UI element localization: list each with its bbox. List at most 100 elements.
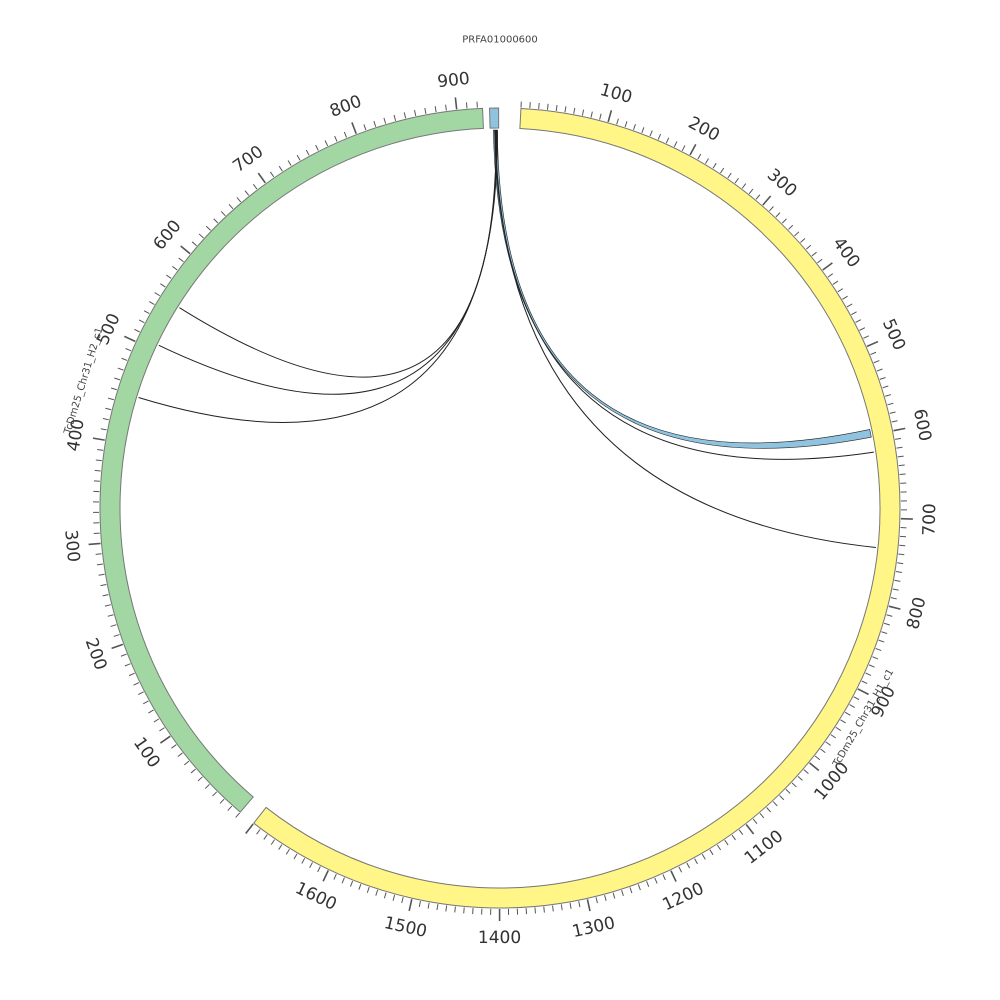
segment-band-h2 — [99, 107, 484, 813]
minor-tick — [104, 604, 111, 607]
minor-tick — [665, 137, 670, 144]
minor-tick — [830, 734, 837, 739]
minor-tick — [876, 368, 883, 372]
minor-tick — [102, 594, 109, 597]
major-tick — [111, 643, 124, 650]
minor-tick — [849, 704, 855, 708]
major-tick — [124, 335, 136, 343]
minor-tick — [573, 107, 576, 114]
minor-tick — [748, 188, 754, 195]
minor-tick — [595, 897, 598, 904]
minor-tick — [800, 238, 806, 243]
major-tick — [408, 899, 413, 912]
segment-label-prfa: PRFA01000600 — [462, 35, 538, 46]
tick-label-h1: 1300 — [570, 913, 617, 942]
minor-tick — [285, 848, 290, 855]
tick-label-h1: 1200 — [659, 879, 707, 916]
major-tick — [88, 542, 101, 546]
tick-label-h1: 400 — [828, 234, 863, 272]
segment-band-h1 — [253, 108, 901, 909]
minor-tick — [637, 884, 641, 891]
minor-tick — [720, 167, 725, 174]
minor-tick — [309, 862, 313, 868]
minor-tick — [138, 691, 144, 696]
minor-tick — [766, 807, 771, 813]
minor-tick — [894, 579, 901, 582]
minor-tick — [256, 829, 261, 835]
minor-tick — [865, 672, 872, 676]
tick-label-h1: 200 — [685, 113, 723, 146]
minor-tick — [552, 905, 554, 912]
minor-tick — [870, 351, 877, 356]
tick-label-h1: 1400 — [478, 928, 521, 948]
minor-tick — [896, 446, 903, 449]
major-tick — [351, 122, 357, 134]
minor-tick — [649, 130, 653, 137]
minor-tick — [183, 760, 190, 766]
label-layer: TcDm25_Chr31_H1_c1TcDm25_Chr31_H2_c1PRFA… — [62, 35, 896, 770]
minor-tick — [363, 124, 367, 131]
minor-tick — [875, 647, 882, 652]
minor-tick — [341, 877, 345, 884]
tick-label-h2: 200 — [81, 636, 111, 673]
minor-tick — [100, 583, 107, 587]
minor-tick — [538, 102, 540, 109]
minor-tick — [427, 902, 430, 909]
minor-tick — [424, 107, 427, 114]
minor-tick — [244, 190, 250, 196]
minor-tick — [96, 563, 104, 566]
minor-tick — [899, 544, 906, 547]
major-tick — [586, 899, 591, 912]
major-tick — [92, 437, 105, 441]
tick-label-h1: 100 — [598, 80, 635, 108]
minor-tick — [105, 407, 112, 411]
minor-tick — [772, 801, 778, 807]
minor-tick — [734, 177, 739, 184]
minor-tick — [436, 904, 439, 911]
minor-tick — [401, 897, 404, 904]
minor-tick — [160, 283, 166, 288]
minor-tick — [678, 866, 683, 873]
minor-tick — [844, 711, 851, 716]
minor-tick — [604, 894, 607, 902]
minor-tick — [805, 244, 812, 250]
link-prfa-h1-b — [494, 130, 876, 549]
minor-tick — [873, 360, 880, 364]
minor-tick — [228, 204, 234, 210]
minor-tick — [270, 839, 275, 845]
tick-label-h1: 1600 — [292, 878, 340, 915]
minor-tick — [555, 104, 558, 112]
minor-tick — [599, 113, 602, 120]
minor-tick — [107, 614, 114, 617]
minor-tick — [138, 319, 145, 324]
minor-tick — [741, 183, 747, 189]
minor-tick — [654, 877, 658, 884]
minor-tick — [172, 266, 178, 271]
tick-label-h1: 600 — [909, 407, 935, 443]
minor-tick — [95, 459, 102, 462]
major-tick — [180, 245, 191, 255]
link-ribbon-prfa-h1 — [493, 129, 872, 449]
minor-tick — [897, 455, 904, 458]
minor-tick — [107, 397, 115, 401]
minor-tick — [212, 791, 218, 797]
minor-tick — [681, 145, 686, 152]
minor-tick — [895, 571, 902, 573]
minor-tick — [454, 906, 456, 913]
minor-tick — [153, 718, 160, 723]
minor-tick — [334, 135, 338, 142]
minor-tick — [632, 124, 636, 131]
minor-tick — [752, 818, 758, 824]
tick-label-h2: 100 — [129, 734, 164, 772]
minor-tick — [791, 782, 797, 788]
minor-tick — [662, 874, 666, 881]
minor-tick — [546, 103, 549, 110]
minor-tick — [317, 866, 321, 873]
tick-label-h1: 500 — [878, 316, 909, 354]
minor-tick — [198, 233, 204, 239]
minor-tick — [624, 121, 628, 128]
minor-tick — [811, 251, 817, 257]
minor-tick — [227, 805, 233, 811]
minor-tick — [889, 411, 896, 414]
minor-tick — [293, 853, 298, 860]
